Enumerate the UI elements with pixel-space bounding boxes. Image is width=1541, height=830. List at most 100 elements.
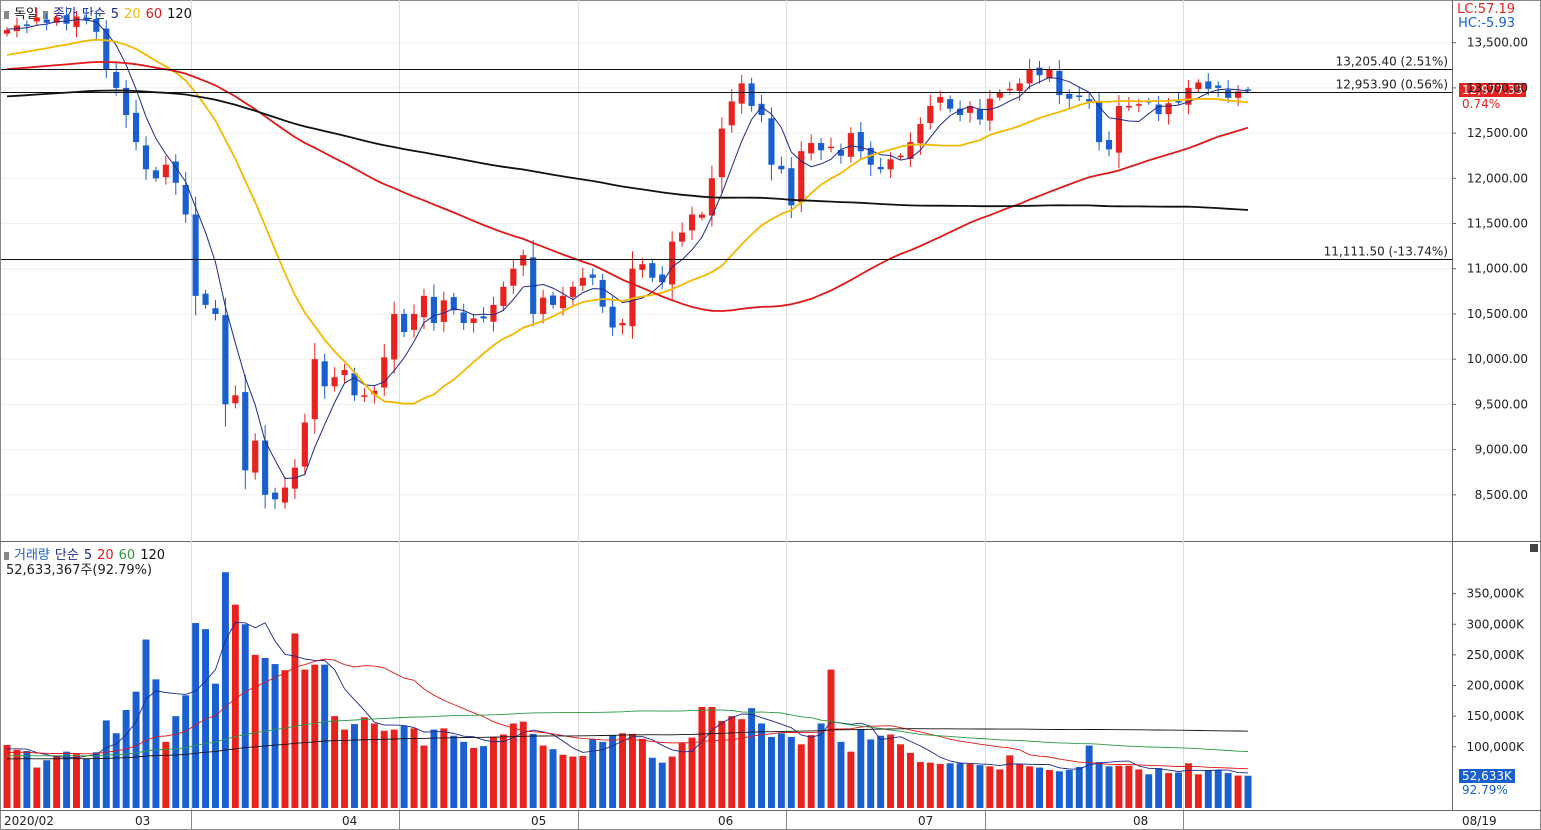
candle-body	[1125, 105, 1132, 108]
volume-bar	[509, 723, 517, 808]
candle-body	[480, 316, 487, 319]
candle-body	[490, 304, 497, 322]
volume-bar	[807, 735, 815, 808]
volume-bar	[857, 729, 865, 808]
vma120-label: 120	[140, 548, 166, 563]
vma20-label: 20	[97, 548, 114, 563]
reference-lines: 13,205.40 (2.51%) 12,953.90 (0.56%) 11,111…	[1, 55, 1452, 260]
candle-body	[182, 185, 189, 215]
date-x-axis: 2020/02 03 04 05 06 07 08 08/19	[4, 811, 1497, 830]
candle-body	[1185, 87, 1192, 105]
candle-body	[569, 286, 576, 297]
volume-bar	[23, 751, 31, 808]
volume-bar	[638, 738, 646, 808]
volume-bar	[112, 733, 120, 808]
volume-bar	[728, 716, 736, 808]
candle-body	[440, 300, 447, 322]
volume-bar	[718, 721, 726, 808]
volume-bar	[499, 734, 507, 808]
volume-bar	[261, 657, 269, 808]
volume-badge: 52,633K	[1459, 768, 1515, 783]
current-price-badge: 12,977.33	[1459, 82, 1527, 97]
candle-body	[698, 214, 706, 218]
symbol-label: 독일	[14, 7, 38, 22]
volume-bar	[688, 737, 696, 808]
candle-body	[639, 264, 646, 270]
candle-body	[341, 370, 348, 376]
volume-bar	[390, 729, 398, 808]
candle-body	[907, 142, 914, 159]
volume-bar	[370, 723, 378, 808]
candle-body	[1086, 99, 1093, 102]
candle-body	[142, 145, 150, 170]
candle-body	[520, 255, 527, 266]
candle-body	[966, 105, 974, 113]
volume-bar	[172, 716, 180, 808]
volume-bar	[797, 744, 805, 808]
volume-bar	[430, 729, 438, 808]
candle-body	[222, 315, 229, 405]
volume-bar	[569, 756, 577, 808]
candle-body	[152, 170, 159, 179]
volume-title: 거래량	[14, 548, 50, 563]
volume-bar	[3, 744, 11, 808]
candle-body	[937, 96, 944, 103]
volume-bar	[877, 735, 885, 808]
volume-bar	[996, 769, 1004, 808]
volume-bar	[559, 754, 567, 808]
candle-body	[1006, 88, 1013, 91]
candle-body	[1135, 104, 1142, 106]
volume-bar	[73, 754, 80, 808]
volume-bar	[738, 719, 746, 808]
volume-bar	[360, 717, 368, 808]
candle-body	[1056, 70, 1063, 96]
volume-bar	[1184, 763, 1192, 808]
volume-bar	[1075, 766, 1083, 808]
volume-bar	[827, 669, 835, 808]
volume-value-text: 52,633,367주(92.79%)	[6, 563, 153, 578]
candle-body	[659, 274, 666, 283]
candle-body	[1215, 85, 1222, 88]
volume-bar	[668, 756, 676, 808]
volume-ma126-line	[6, 728, 1249, 760]
date-label: 08/19	[1462, 814, 1497, 828]
volume-bar	[102, 720, 110, 808]
volume-bar	[212, 683, 219, 808]
panel-collapse-icon[interactable]	[1530, 544, 1538, 552]
candle-body	[579, 277, 586, 286]
volume-bar	[63, 751, 71, 808]
candle-body	[192, 214, 199, 296]
candle-body	[887, 159, 894, 170]
candle-body	[589, 274, 596, 278]
volume-bar	[1095, 762, 1103, 808]
candle-body	[996, 92, 1003, 98]
volume-bar	[82, 759, 90, 808]
candle-body	[500, 286, 507, 306]
price-tick-label: 12,500.00	[1467, 126, 1528, 140]
volume-bar	[748, 708, 756, 808]
candle-body	[252, 440, 259, 473]
date-label: 07	[918, 814, 933, 828]
candle-body	[758, 103, 765, 116]
volume-bar	[1214, 770, 1222, 808]
reference-line-label: 12,953.90 (0.56%)	[1336, 78, 1448, 92]
volume-bar	[192, 623, 200, 808]
volume-bar	[599, 741, 607, 808]
reference-line-label: 11,111.50 (-13.74%)	[1324, 245, 1448, 259]
volume-bar	[251, 654, 259, 808]
volume-bar	[43, 760, 51, 808]
candle-body	[1195, 82, 1202, 89]
candle-body	[837, 149, 845, 156]
volume-bar	[1045, 770, 1053, 808]
volume-bar	[221, 572, 229, 808]
candle-body	[103, 28, 110, 70]
volume-bar	[966, 763, 974, 808]
volume-tick-label: 100,000K	[1467, 740, 1526, 754]
candle-body	[1205, 81, 1212, 89]
volume-bar	[271, 664, 279, 808]
candle-body	[669, 241, 676, 285]
volume-ma126-line	[7, 622, 1249, 774]
date-label: 2020/02	[4, 814, 54, 828]
candle-body	[1175, 101, 1182, 103]
ma120-label: 120	[167, 7, 192, 22]
